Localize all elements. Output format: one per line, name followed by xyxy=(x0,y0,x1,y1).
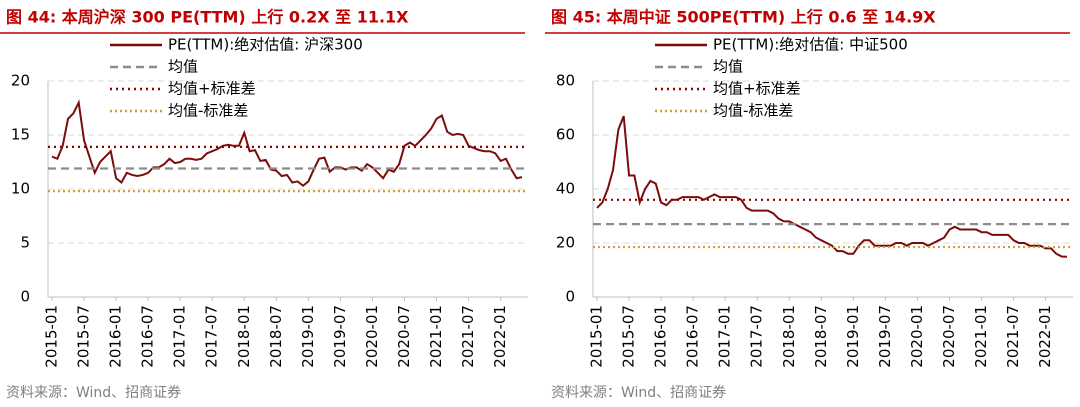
x-tick-label: 2021-07 xyxy=(1004,305,1022,368)
x-tick-label: 2022-01 xyxy=(491,305,509,368)
chart-title: 图 44: 本周沪深 300 PE(TTM) 上行 0.2X 至 11.1X xyxy=(6,8,409,27)
legend-label: 均值-标准差 xyxy=(168,102,248,120)
x-tick-label: 2019-01 xyxy=(299,305,317,368)
x-tick-label: 2020-07 xyxy=(395,305,413,368)
y-tick-label: 0 xyxy=(20,288,30,306)
x-tick-label: 2019-01 xyxy=(844,305,862,368)
y-tick-label: 80 xyxy=(556,72,575,90)
x-tick-label: 2020-01 xyxy=(908,305,926,368)
y-tick-label: 15 xyxy=(11,126,30,144)
x-tick-label: 2018-01 xyxy=(235,305,253,368)
x-tick-label: 2018-07 xyxy=(812,305,830,368)
y-tick-label: 20 xyxy=(11,72,30,90)
y-tick-label: 60 xyxy=(556,126,575,144)
chart-title: 图 45: 本周中证 500PE(TTM) 上行 0.6 至 14.9X xyxy=(551,8,936,27)
x-tick-label: 2015-07 xyxy=(75,305,93,368)
x-tick-label: 2017-01 xyxy=(716,305,734,368)
pe-line xyxy=(51,99,523,188)
source: 资料来源：Wind、招商证券 xyxy=(551,385,726,401)
x-tick-label: 2016-07 xyxy=(684,305,702,368)
x-tick-label: 2021-07 xyxy=(459,305,477,368)
pe-line xyxy=(596,115,1068,258)
x-tick-label: 2021-01 xyxy=(972,305,990,368)
x-tick-label: 2019-07 xyxy=(331,305,349,368)
x-tick-label: 2017-07 xyxy=(203,305,221,368)
legend-label: 均值-标准差 xyxy=(713,102,793,120)
legend-label: 均值+标准差 xyxy=(168,80,256,98)
y-tick-label: 10 xyxy=(11,180,30,198)
source: 资料来源：Wind、招商证券 xyxy=(6,385,181,401)
legend-label: PE(TTM):绝对估值: 中证500 xyxy=(713,36,908,54)
x-tick-label: 2019-07 xyxy=(876,305,894,368)
legend-label: PE(TTM):绝对估值: 沪深300 xyxy=(168,36,363,54)
legend-label: 均值 xyxy=(713,58,743,76)
x-tick-label: 2016-07 xyxy=(139,305,157,368)
y-tick-label: 40 xyxy=(556,180,575,198)
x-tick-label: 2015-01 xyxy=(43,305,61,368)
x-tick-label: 2016-01 xyxy=(107,305,125,368)
legend-label: 均值+标准差 xyxy=(713,80,801,98)
x-tick-label: 2018-01 xyxy=(780,305,798,368)
y-tick-label: 0 xyxy=(565,288,575,306)
x-tick-label: 2018-07 xyxy=(267,305,285,368)
x-tick-label: 2016-01 xyxy=(652,305,670,368)
x-tick-label: 2017-07 xyxy=(748,305,766,368)
legend-label: 均值 xyxy=(168,58,198,76)
x-tick-label: 2021-01 xyxy=(427,305,445,368)
y-tick-label: 5 xyxy=(20,234,30,252)
x-tick-label: 2017-01 xyxy=(171,305,189,368)
x-tick-label: 2022-01 xyxy=(1036,305,1054,368)
x-tick-label: 2015-07 xyxy=(620,305,638,368)
x-tick-label: 2020-07 xyxy=(940,305,958,368)
y-tick-label: 20 xyxy=(556,234,575,252)
x-tick-label: 2015-01 xyxy=(588,305,606,368)
x-tick-label: 2020-01 xyxy=(363,305,381,368)
